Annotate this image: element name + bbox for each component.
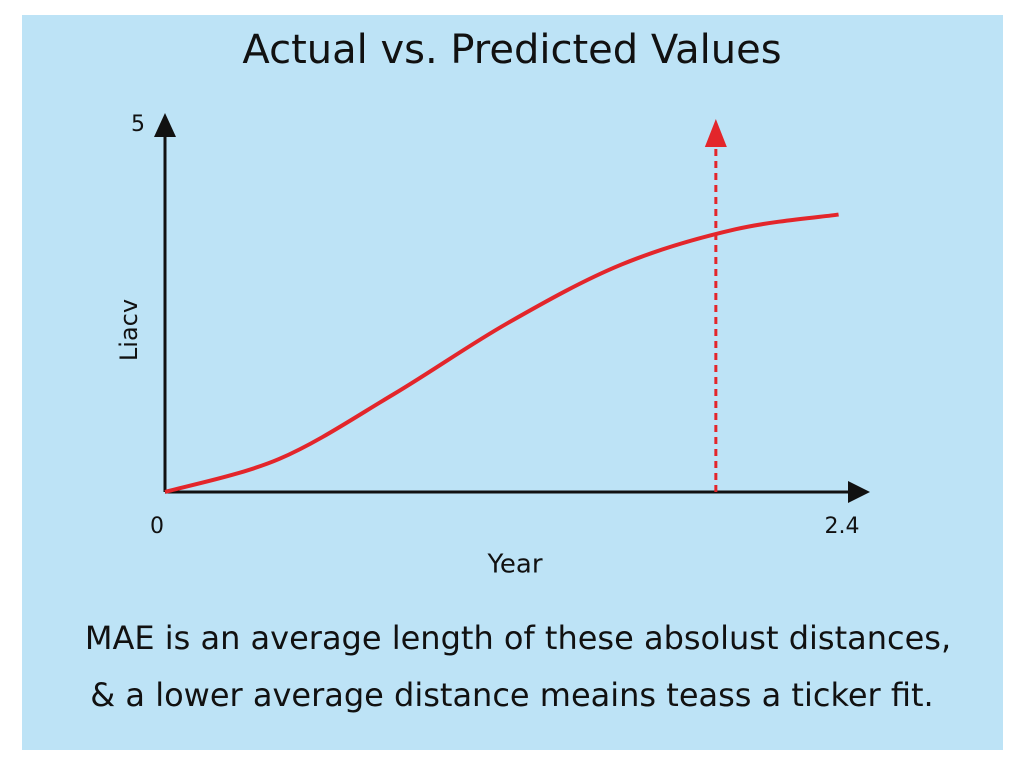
marker-arrow: [704, 119, 727, 147]
panel: [22, 15, 1003, 750]
x-axis-arrow: [848, 481, 870, 503]
x-tick-label: 0: [150, 514, 164, 539]
caption: & a lower average distance meains teass …: [90, 676, 933, 714]
caption: MAE is an average length of these absolu…: [85, 619, 951, 657]
y-axis-label: Liacv: [115, 299, 143, 361]
x-axis-label: Year: [486, 550, 542, 580]
line: [164, 212, 839, 494]
chart-title: Actual vs. Predicted Values: [242, 27, 781, 73]
y-tick-label: 5: [131, 112, 145, 137]
x-tick-label: 2.4: [825, 514, 860, 539]
y-axis-arrow: [154, 113, 176, 137]
